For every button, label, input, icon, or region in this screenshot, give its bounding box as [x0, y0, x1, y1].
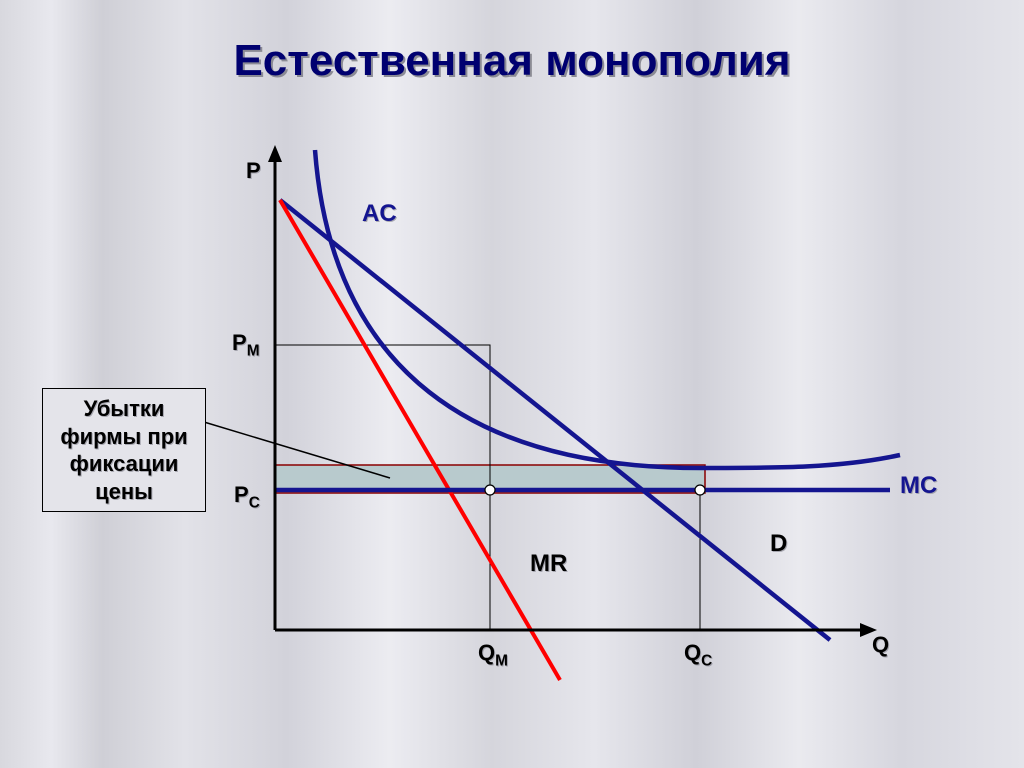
ac-label: AC — [362, 200, 397, 228]
mc-label: MC — [900, 472, 937, 500]
d-label: D — [770, 530, 787, 558]
callout-line-4: цены — [95, 479, 153, 504]
callout-line-2: фирмы при — [60, 424, 187, 449]
loss-callout: Убытки фирмы при фиксации цены — [42, 388, 206, 512]
pm-label: PM — [232, 330, 260, 360]
callout-line-1: Убытки — [84, 396, 165, 421]
chart-svg — [0, 0, 1024, 768]
callout-line-3: фиксации — [70, 451, 179, 476]
qc-label: QC — [684, 640, 712, 670]
pc-label: PC — [234, 482, 260, 512]
q-axis-label: Q — [872, 632, 889, 658]
mr-label: MR — [530, 550, 567, 578]
marker-qm — [485, 485, 495, 495]
marker-qc — [695, 485, 705, 495]
ac-curve — [315, 150, 900, 468]
y-axis-arrow — [268, 145, 282, 162]
p-axis-label: P — [246, 158, 261, 184]
qm-label: QM — [478, 640, 508, 670]
